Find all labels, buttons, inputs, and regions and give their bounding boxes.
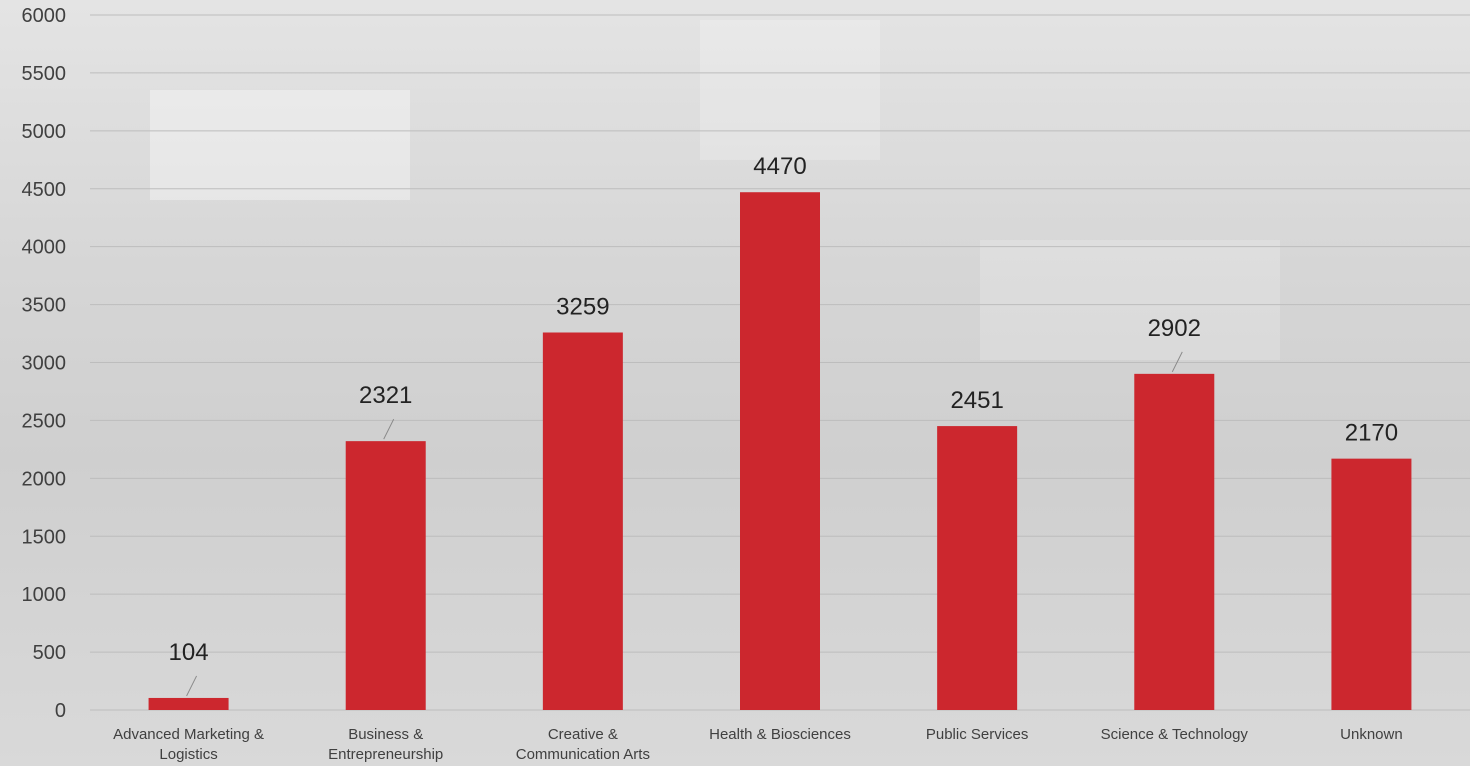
background-photo bbox=[700, 20, 880, 160]
x-category-label: Unknown bbox=[1340, 726, 1403, 743]
bar bbox=[1134, 373, 1215, 710]
y-tick-label: 2500 bbox=[22, 410, 67, 432]
x-category-label: Health & Biosciences bbox=[709, 726, 851, 743]
bar bbox=[740, 192, 820, 711]
data-label: 2902 bbox=[1148, 315, 1201, 342]
y-tick-label: 1000 bbox=[22, 584, 67, 606]
data-label-leader bbox=[1171, 351, 1183, 373]
background-photo bbox=[150, 90, 410, 200]
bar bbox=[1331, 458, 1412, 710]
y-tick-label: 4000 bbox=[22, 237, 67, 259]
data-label: 2451 bbox=[950, 387, 1003, 414]
data-label: 2321 bbox=[359, 382, 412, 409]
y-tick-label: 1500 bbox=[22, 526, 67, 548]
bar bbox=[345, 441, 426, 710]
data-label: 2170 bbox=[1345, 420, 1398, 447]
data-label: 4470 bbox=[753, 153, 806, 180]
y-tick-label: 3000 bbox=[22, 353, 67, 375]
x-category-label: Logistics bbox=[159, 746, 217, 763]
y-tick-label: 5500 bbox=[22, 63, 67, 85]
x-category-label: Entrepreneurship bbox=[328, 746, 443, 763]
data-label: 104 bbox=[169, 639, 209, 666]
y-tick-label: 2000 bbox=[22, 468, 67, 490]
y-tick-label: 0 bbox=[55, 700, 66, 722]
x-category-label: Communication Arts bbox=[516, 746, 650, 763]
data-label: 3259 bbox=[556, 293, 609, 320]
bar bbox=[542, 332, 623, 710]
x-category-label: Advanced Marketing & bbox=[113, 726, 264, 743]
y-tick-label: 4500 bbox=[22, 179, 67, 201]
bar bbox=[148, 697, 229, 710]
y-tick-label: 500 bbox=[33, 642, 66, 664]
x-category-label: Science & Technology bbox=[1101, 726, 1249, 743]
x-category-label: Creative & bbox=[548, 726, 618, 743]
x-category-label: Public Services bbox=[926, 726, 1029, 743]
x-category-label: Business & bbox=[348, 726, 423, 743]
y-tick-label: 3500 bbox=[22, 295, 67, 317]
y-tick-label: 5000 bbox=[22, 121, 67, 143]
bar bbox=[937, 426, 1018, 710]
background-photo bbox=[980, 240, 1280, 360]
y-tick-label: 6000 bbox=[22, 5, 67, 27]
data-label-leader bbox=[186, 675, 198, 697]
data-label-leader bbox=[383, 418, 395, 440]
